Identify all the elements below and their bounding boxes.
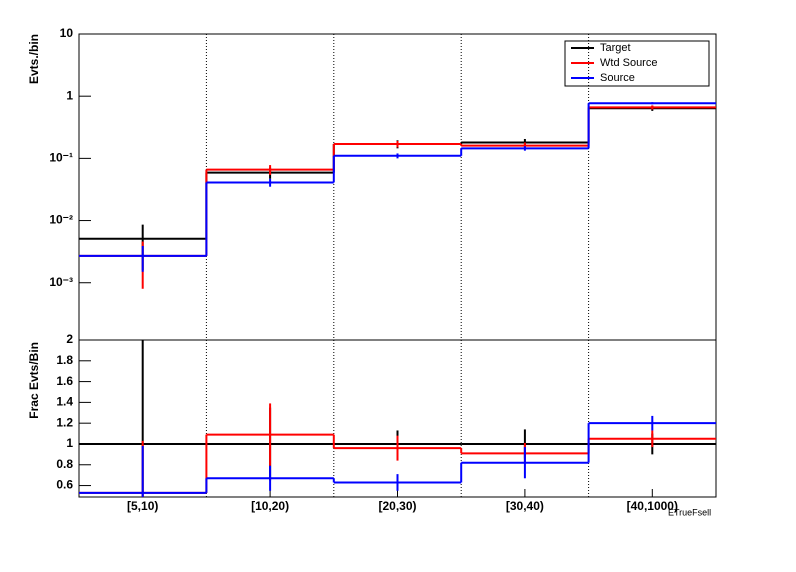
x-tick-label: [5,10) (127, 499, 158, 513)
y-tick-label: 10 (60, 26, 74, 40)
x-tick-label: [40,1000) (627, 499, 678, 513)
x-tick-label: [20,30) (378, 499, 416, 513)
y-axis-title: Frac Evts/Bin (27, 342, 41, 419)
legend-label: Target (600, 42, 631, 54)
y-tick-label: 10⁻³ (49, 275, 73, 289)
bottom-frame (78, 339, 717, 498)
plot-area (79, 340, 716, 497)
x-axis-title: ETrueFsell (668, 507, 711, 517)
y-tick-label: 0.8 (56, 457, 73, 471)
x-tick-label: [30,40) (506, 499, 544, 513)
y-tick-label: 1.4 (56, 395, 73, 409)
y-tick-label: 1 (66, 88, 73, 102)
x-tick-label: [10,20) (251, 499, 289, 513)
y-axis-title: Evts./bin (27, 34, 41, 84)
y-tick-label: 1.8 (56, 353, 73, 367)
y-tick-label: 10⁻¹ (49, 151, 73, 165)
y-tick-label: 0.6 (56, 478, 73, 492)
y-tick-label: 10⁻² (49, 213, 73, 227)
y-tick-label: 1.2 (56, 415, 73, 429)
y-tick-label: 1.6 (56, 374, 73, 388)
y-tick-label: 1 (66, 436, 73, 450)
legend-label: Wtd Source (600, 57, 657, 69)
legend-label: Source (600, 72, 635, 84)
y-tick-label: 2 (66, 332, 73, 346)
plot-area (79, 102, 716, 289)
